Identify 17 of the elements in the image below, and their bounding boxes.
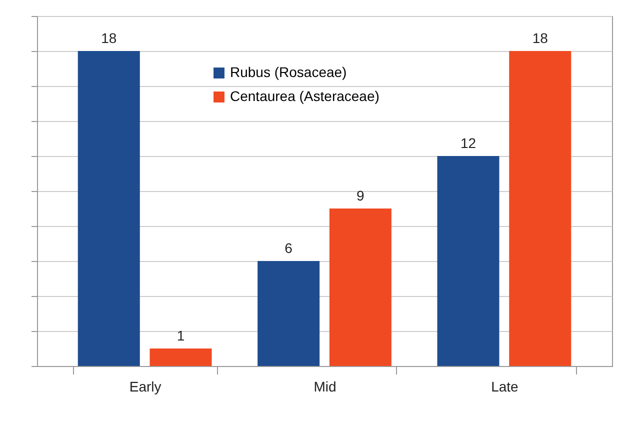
bar [78, 51, 140, 366]
bar [509, 51, 572, 366]
x-tick-label: Late [491, 378, 519, 394]
data-label: 18 [101, 30, 117, 46]
data-label: 12 [460, 135, 476, 151]
bar [150, 348, 212, 366]
bar [258, 261, 320, 366]
x-tick-label: Early [129, 378, 162, 394]
bar [329, 208, 392, 366]
data-label: 6 [284, 240, 293, 256]
data-label: 9 [356, 188, 365, 204]
data-label: 1 [176, 328, 185, 344]
x-tick-label: Mid [314, 378, 336, 394]
legend-label: Rubus (Rosaceae) [230, 64, 347, 80]
legend-label: Centaurea (Asteraceae) [230, 88, 380, 104]
data-label: 18 [532, 30, 548, 46]
bar [437, 156, 500, 366]
